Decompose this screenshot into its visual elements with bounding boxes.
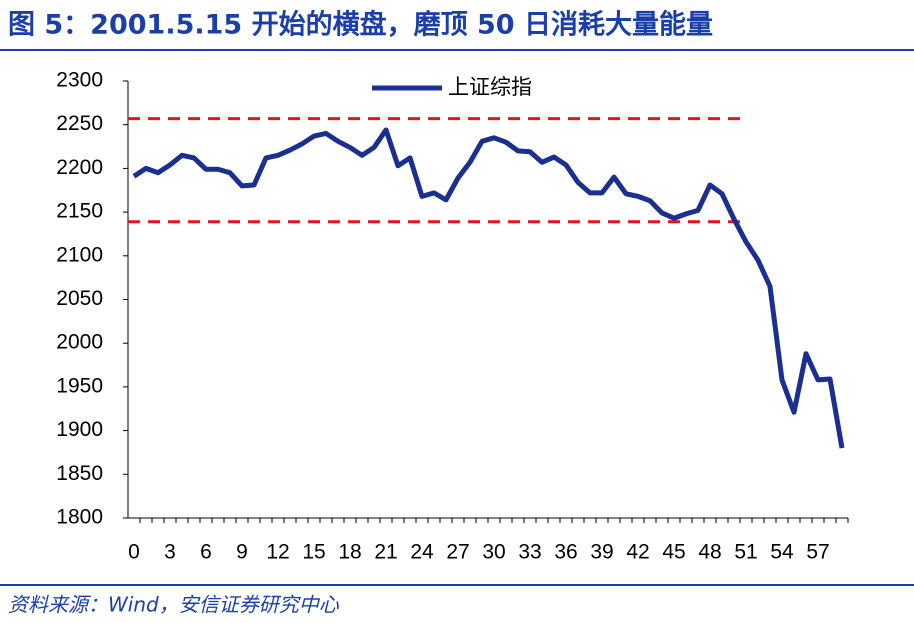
y-tick-label: 2000 (56, 331, 103, 354)
page-title: 图 5：2001.5.15 开始的横盘，磨顶 50 日消耗大量能量 (8, 9, 713, 41)
y-tick-label: 2100 (56, 243, 103, 266)
y-tick-label: 1850 (56, 462, 103, 485)
x-tick-label: 3 (164, 541, 176, 564)
x-tick-label: 9 (236, 541, 248, 564)
x-tick-label: 45 (662, 541, 685, 564)
x-tick-label: 33 (518, 541, 541, 564)
y-tick-label: 2300 (56, 69, 103, 92)
x-tick-label: 36 (554, 541, 577, 564)
y-tick-label: 2250 (56, 112, 103, 135)
x-tick-label: 30 (482, 541, 505, 564)
x-tick-label: 48 (698, 541, 721, 564)
x-tick-label: 39 (590, 541, 613, 564)
y-tick-label: 2150 (56, 200, 103, 223)
y-tick-label: 2200 (56, 156, 103, 179)
x-tick-label: 42 (626, 541, 649, 564)
x-tick-label: 12 (266, 541, 289, 564)
x-tick-label: 0 (128, 541, 140, 564)
x-tick-label: 18 (338, 541, 361, 564)
x-tick-label: 27 (446, 541, 469, 564)
x-tick-label: 21 (374, 541, 397, 564)
x-tick-label: 57 (806, 541, 829, 564)
x-tick-label: 15 (302, 541, 325, 564)
series-line (132, 127, 845, 449)
y-tick-label: 1800 (56, 506, 103, 529)
y-tick-label: 1900 (56, 418, 103, 441)
x-tick-label: 51 (734, 541, 757, 564)
y-tick-label: 1950 (56, 374, 103, 397)
x-tick-label: 24 (410, 541, 434, 564)
x-tick-label: 54 (770, 541, 794, 564)
source: 资料来源：Wind，安信证券研究中心 (8, 593, 340, 617)
x-tick-label: 6 (200, 541, 212, 564)
y-tick-label: 2050 (56, 287, 103, 310)
legend-label: 上证综指 (448, 75, 532, 99)
